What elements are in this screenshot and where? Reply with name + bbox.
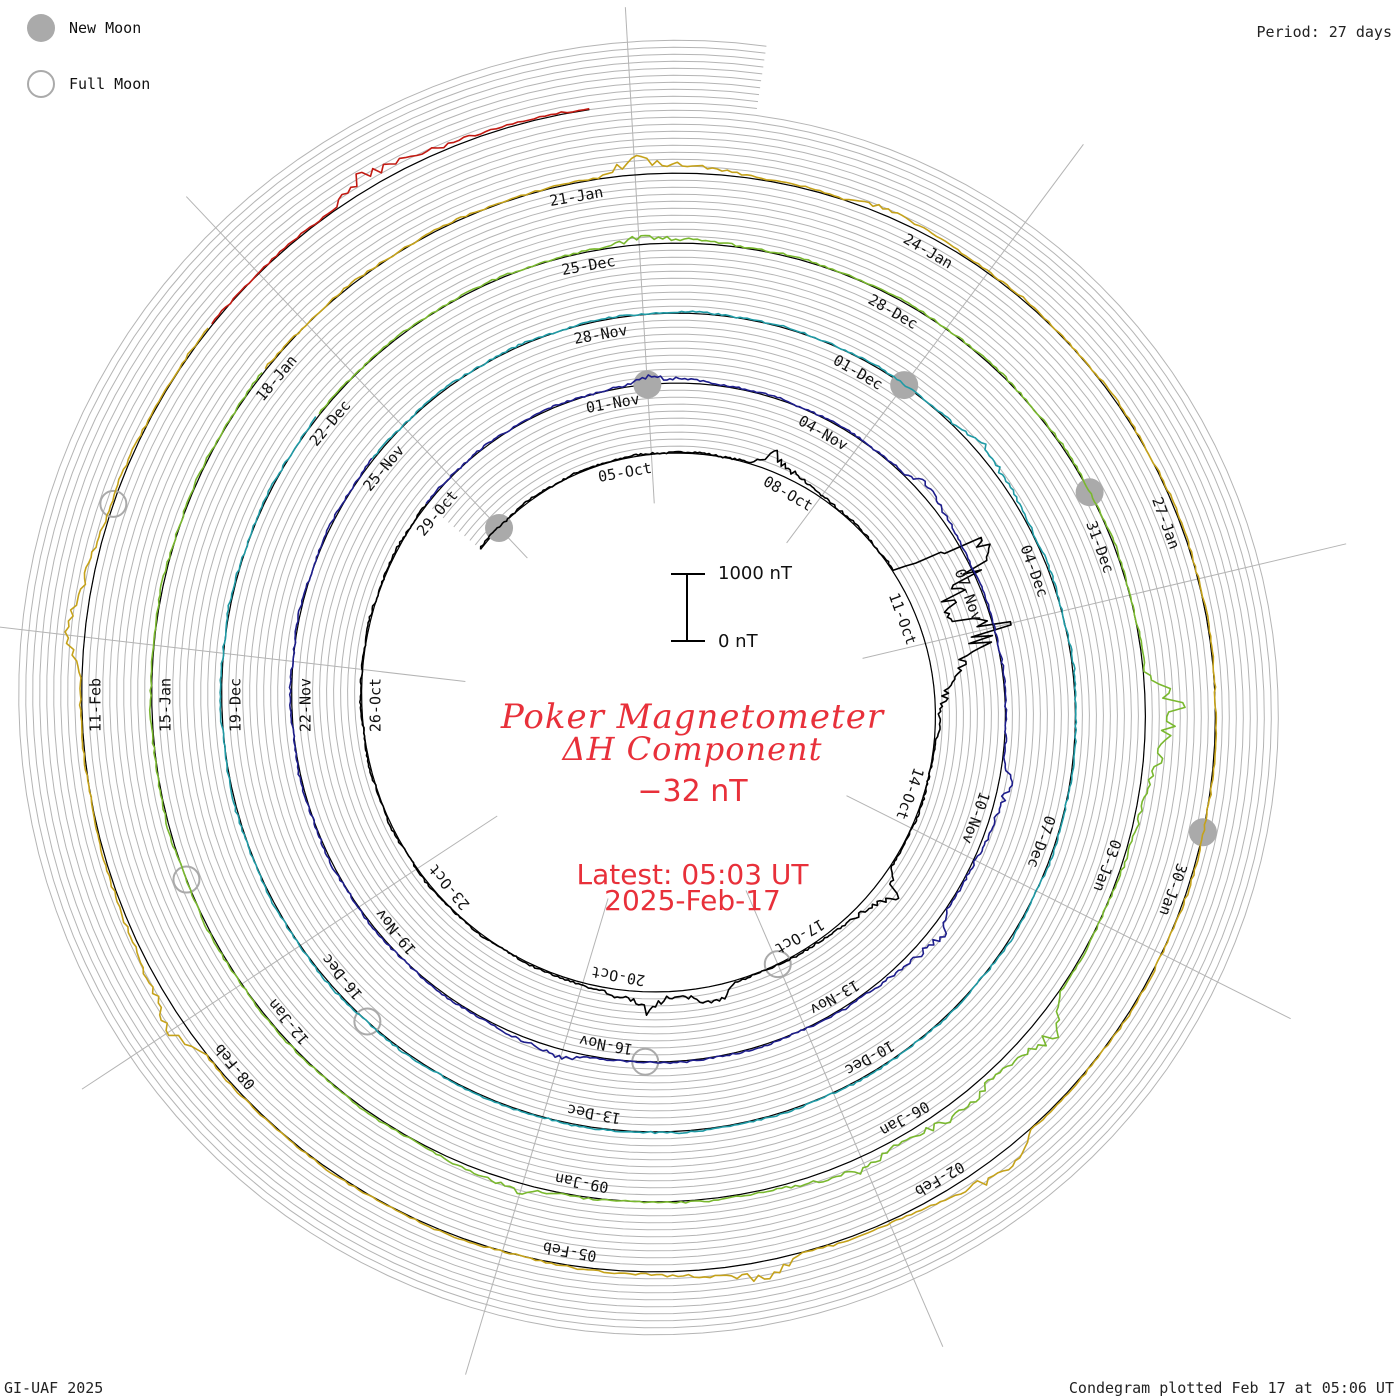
date-label: 13-Dec [566, 1100, 622, 1127]
date-label: 04-Dec [1016, 543, 1051, 600]
date-label: 15-Jan [156, 678, 174, 732]
grid-ring [46, 67, 1251, 1308]
trace-rotation-3 [219, 310, 1078, 1135]
date-label: 20-Oct [590, 962, 646, 989]
grid-spoke [0, 626, 466, 683]
grid-ring [53, 74, 1244, 1301]
period-label: Period: 27 days [1256, 23, 1392, 41]
grid-ring [32, 53, 1265, 1322]
grid-spoke [624, 7, 655, 504]
trace-rotation-2 [288, 374, 1014, 1065]
grid-spoke [465, 898, 609, 1375]
date-label: 22-Nov [296, 678, 314, 732]
grid-spokes [0, 7, 1347, 1375]
grid-ring [39, 60, 1258, 1315]
legend-full-moon-label: Full Moon [69, 75, 151, 93]
chart-title: Poker Magnetometer [500, 697, 885, 737]
scale-top-label: 1000 nT [718, 563, 792, 584]
grid-ring [18, 39, 1279, 1336]
baseline-rings [81, 109, 1216, 1273]
grid-ring [60, 81, 1237, 1294]
legend-new-moon: New Moon [27, 14, 141, 42]
chart-subtitle: ΔH Component [562, 730, 823, 768]
legend-full-moon: Full Moon [27, 70, 150, 98]
scale-bar [671, 573, 705, 642]
scale-bottom-label: 0 nT [718, 631, 758, 652]
grid-ring [25, 46, 1272, 1329]
date-label: 19-Dec [226, 678, 244, 732]
grid-rings [18, 39, 1279, 1336]
grid-spoke [862, 543, 1347, 659]
trace-rotation-1 [359, 449, 1012, 1016]
date-label: 05-Feb [541, 1238, 597, 1265]
trace-rotation-6 [211, 107, 590, 325]
full-moon-icon [27, 70, 55, 98]
date-label: 31-Dec [1082, 519, 1117, 576]
full-moon-marker [99, 489, 128, 518]
grid-spoke [745, 890, 944, 1348]
grid-spoke [786, 144, 1084, 544]
legend-new-moon-label: New Moon [69, 19, 142, 37]
grid-spoke [846, 795, 1291, 1020]
footer-plot-time: Condegram plotted Feb 17 at 05:06 UT [1068, 1379, 1394, 1397]
current-value: −32 nT [637, 774, 748, 809]
date-label: 11-Feb [86, 678, 104, 732]
grid-ring [67, 88, 1230, 1287]
data-traces [64, 107, 1218, 1283]
latest-time: Latest: 05:03 UT [576, 858, 809, 891]
trace-rotation-5 [64, 154, 1218, 1283]
latest-date: 2025-Feb-17 [604, 884, 781, 917]
full-moon-marker [353, 1007, 382, 1036]
new-moon-marker [633, 370, 662, 399]
full-moon-marker [172, 865, 201, 894]
grid-ring [74, 95, 1223, 1280]
zero-baseline [81, 109, 1216, 1273]
date-label: 11-Oct [885, 590, 920, 647]
moon-markers [99, 370, 1217, 1076]
grid-spoke [81, 815, 498, 1090]
date-label: 26-Oct [366, 678, 384, 732]
trace-rotation-4 [148, 234, 1186, 1204]
new-moon-icon [27, 14, 55, 42]
date-label: 16-Nov [578, 1031, 634, 1058]
footer-credit: GI-UAF 2025 [4, 1379, 104, 1397]
date-label: 17-Oct [772, 915, 828, 958]
date-label: 27-Jan [1148, 495, 1183, 552]
full-moon-marker [763, 950, 792, 979]
grid-spoke [185, 196, 528, 559]
date-label: 09-Jan [553, 1169, 609, 1196]
